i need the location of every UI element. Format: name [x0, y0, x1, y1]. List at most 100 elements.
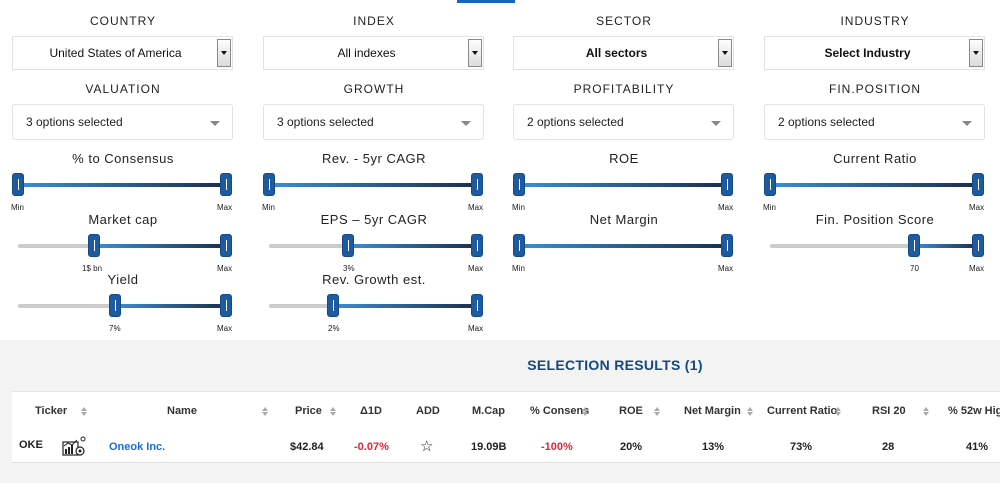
- slider-handle-min[interactable]: [513, 234, 525, 257]
- column-header-net-margin[interactable]: Net Margin: [684, 405, 741, 417]
- slider-min-label: Min: [262, 203, 275, 212]
- slider-label-market-cap: Market cap: [88, 212, 158, 227]
- slider-track-fin-score: [770, 244, 978, 248]
- sector-header: SECTOR: [596, 14, 652, 28]
- column-header-add: ADD: [416, 405, 440, 417]
- slider-range-eps-cagr: [348, 244, 477, 248]
- slider-max-label: Max: [718, 203, 734, 212]
- column-header-roe[interactable]: ROE: [619, 405, 643, 417]
- profitability-header: PROFITABILITY: [573, 82, 675, 96]
- active-tab-indicator: [457, 0, 515, 3]
- slider-label-fin-score: Fin. Position Score: [815, 212, 935, 227]
- slider-max-label: Max: [217, 264, 233, 273]
- slider-min-label: 3%: [343, 264, 355, 273]
- slider-label-current-ratio: Current Ratio: [833, 151, 917, 166]
- slider-handle-min[interactable]: [513, 173, 525, 196]
- valuation-multiselect[interactable]: 3 options selected: [12, 104, 233, 140]
- slider-min-label: Min: [512, 264, 525, 273]
- column-header-rsi[interactable]: RSI 20: [872, 405, 906, 417]
- slider-handle-min[interactable]: [109, 294, 121, 317]
- slider-label-eps-cagr: EPS – 5yr CAGR: [320, 212, 428, 227]
- slider-handle-min[interactable]: [88, 234, 100, 257]
- column-header-name[interactable]: Name: [167, 405, 197, 417]
- slider-range-rev-cagr: [269, 183, 477, 187]
- column-header-current-ratio[interactable]: Current Ratio: [767, 405, 838, 417]
- sector-select[interactable]: All sectors: [513, 36, 734, 70]
- sector-value: All sectors: [585, 46, 648, 60]
- slider-handle-max[interactable]: [471, 234, 483, 257]
- index-select[interactable]: All indexes: [263, 36, 484, 70]
- caret-down-icon: [711, 121, 721, 126]
- caret-down-icon[interactable]: [718, 39, 732, 67]
- fin-position-header: FIN.POSITION: [828, 82, 921, 96]
- slider-handle-max[interactable]: [471, 173, 483, 196]
- cell-ticker: OKE: [19, 439, 43, 451]
- slider-handle-min[interactable]: [908, 234, 920, 257]
- fin-position-multiselect[interactable]: 2 options selected: [764, 104, 985, 140]
- slider-min-label: 70: [910, 264, 919, 273]
- slider-handle-min[interactable]: [764, 173, 776, 196]
- slider-handle-max[interactable]: [972, 173, 984, 196]
- slider-handle-max[interactable]: [721, 173, 733, 196]
- column-header-consensus[interactable]: % Consens: [530, 405, 590, 417]
- column-header-change[interactable]: Δ1D: [360, 405, 382, 417]
- caret-down-icon: [461, 121, 471, 126]
- slider-handle-min[interactable]: [327, 294, 339, 317]
- slider-label-pct-consensus: % to Consensus: [72, 151, 174, 166]
- country-value: United States of America: [49, 46, 182, 60]
- slider-range-market-cap: [94, 244, 226, 248]
- slider-min-label: Min: [11, 203, 24, 212]
- column-header-ticker[interactable]: Ticker: [35, 405, 68, 417]
- column-header-price[interactable]: Price: [295, 405, 322, 417]
- growth-value: 3 options selected: [277, 115, 374, 129]
- industry-select[interactable]: Select Industry: [764, 36, 985, 70]
- growth-multiselect[interactable]: 3 options selected: [263, 104, 484, 140]
- slider-max-label: Max: [468, 324, 484, 333]
- slider-handle-max[interactable]: [721, 234, 733, 257]
- stock-chart-icon: [62, 436, 86, 456]
- caret-down-icon[interactable]: [468, 39, 482, 67]
- index-header: INDEX: [353, 14, 395, 28]
- star-icon[interactable]: ☆: [420, 438, 434, 455]
- slider-handle-min[interactable]: [263, 173, 275, 196]
- slider-range-pct-consensus: [18, 183, 226, 187]
- profitability-multiselect[interactable]: 2 options selected: [513, 104, 734, 140]
- results-title: SELECTION RESULTS (1): [527, 357, 703, 373]
- slider-range-net-margin: [519, 244, 727, 248]
- slider-max-label: Max: [468, 264, 484, 273]
- slider-min-label: 7%: [109, 324, 121, 333]
- slider-max-label: Max: [217, 324, 233, 333]
- cell-current-ratio: 73%: [790, 441, 813, 453]
- slider-range-roe: [519, 183, 727, 187]
- country-header: COUNTRY: [89, 14, 157, 28]
- caret-down-icon[interactable]: [969, 39, 983, 67]
- slider-label-roe: ROE: [609, 151, 639, 166]
- profitability-value: 2 options selected: [527, 115, 624, 129]
- slider-handle-max[interactable]: [220, 234, 232, 257]
- slider-range-current-ratio: [770, 183, 978, 187]
- country-select[interactable]: United States of America: [12, 36, 233, 70]
- slider-max-label: Max: [217, 203, 233, 212]
- column-header-52w-high[interactable]: % 52w Hig: [948, 405, 1000, 417]
- fin-position-value: 2 options selected: [778, 115, 875, 129]
- slider-range-fin-score: [914, 244, 978, 248]
- slider-min-label: Min: [763, 203, 776, 212]
- slider-handle-min[interactable]: [342, 234, 354, 257]
- slider-label-rev-cagr: Rev. - 5yr CAGR: [321, 151, 427, 166]
- slider-handle-max[interactable]: [220, 294, 232, 317]
- column-header-mcap[interactable]: M.Cap: [472, 405, 505, 417]
- valuation-value: 3 options selected: [26, 115, 123, 129]
- slider-handle-max[interactable]: [220, 173, 232, 196]
- slider-max-label: Max: [468, 203, 484, 212]
- slider-handle-max[interactable]: [471, 294, 483, 317]
- cell-price: $42.84: [290, 441, 324, 453]
- caret-down-icon: [962, 121, 972, 126]
- cell-roe: 20%: [620, 441, 643, 453]
- cell-name-link[interactable]: Oneok Inc.: [109, 441, 166, 453]
- slider-handle-min[interactable]: [12, 173, 24, 196]
- industry-header: INDUSTRY: [840, 14, 910, 28]
- caret-down-icon[interactable]: [217, 39, 231, 67]
- slider-handle-max[interactable]: [972, 234, 984, 257]
- cell-consensus: -100%: [541, 441, 573, 453]
- slider-max-label: Max: [969, 203, 985, 212]
